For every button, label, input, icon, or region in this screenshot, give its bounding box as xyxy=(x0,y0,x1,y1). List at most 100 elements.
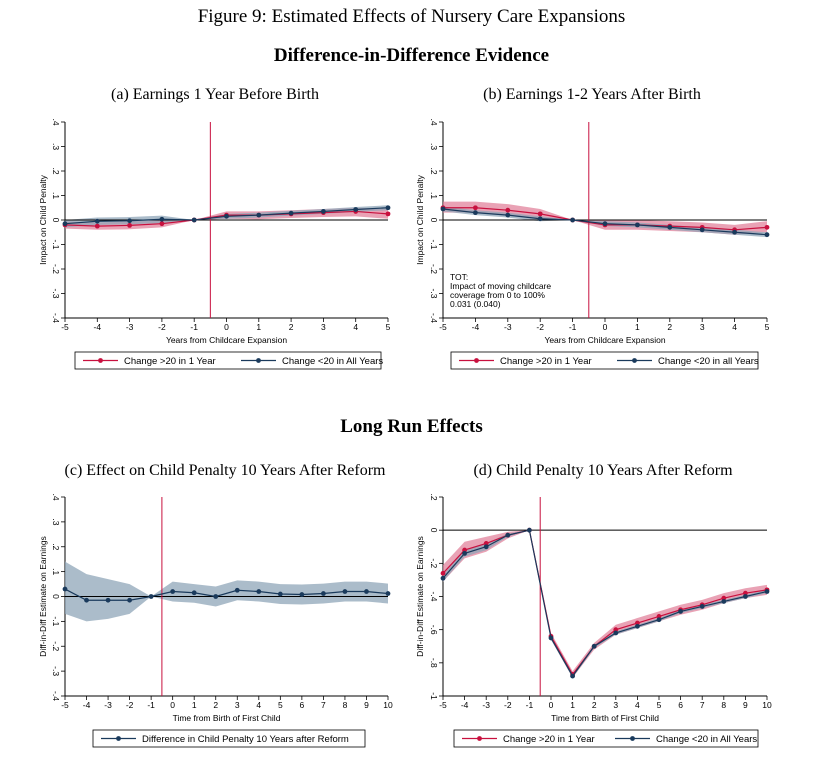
series-line xyxy=(442,529,768,676)
data-point xyxy=(191,590,197,596)
legend-swatch-marker xyxy=(98,358,103,363)
x-tick-label: -4 xyxy=(94,322,102,332)
data-point xyxy=(473,205,478,211)
data-point xyxy=(721,595,727,601)
y-tick-label: -.6 xyxy=(429,625,439,635)
data-point xyxy=(721,599,727,604)
y-tick-label: .2 xyxy=(51,543,61,550)
data-point xyxy=(764,232,770,238)
data-point xyxy=(170,589,176,594)
y-tick-label: 0 xyxy=(51,594,61,599)
legend-entry: Change <20 in All Years xyxy=(282,356,383,367)
x-tick-label: 5 xyxy=(386,322,391,332)
legend-entry: Change <20 in All Years xyxy=(656,734,757,745)
x-tick-label: 4 xyxy=(732,322,737,332)
x-tick-label: -2 xyxy=(504,700,512,710)
legend-box xyxy=(74,351,382,370)
x-tick-label: 6 xyxy=(678,700,683,710)
confidence-band xyxy=(443,530,767,678)
chart-panel-c: (c) Effect on Child Penalty 10 Years Aft… xyxy=(38,462,393,748)
x-tick-label: 10 xyxy=(762,700,772,710)
y-tick-label: .4 xyxy=(429,118,439,125)
y-axis-label: Diff-in-Diff Estimate on Earnings xyxy=(38,536,48,657)
x-axis-label: Years from Childcare Expansion xyxy=(544,335,665,345)
x-tick-label: 5 xyxy=(657,700,662,710)
y-tick-label: -.2 xyxy=(51,264,61,274)
y-tick-label: -1 xyxy=(429,692,439,700)
data-point xyxy=(342,589,348,594)
tot-annotation: Impact of moving childcare xyxy=(450,281,551,291)
data-point xyxy=(62,221,68,227)
data-point xyxy=(764,589,770,594)
x-tick-label: 2 xyxy=(592,700,597,710)
x-tick-label: -3 xyxy=(482,700,490,710)
y-tick-label: -.2 xyxy=(429,558,439,568)
data-point xyxy=(656,617,662,623)
tot-annotation: 0.031 (0.040) xyxy=(450,299,501,309)
data-point xyxy=(537,211,543,217)
data-point xyxy=(678,609,683,614)
legend-entry: Change <20 in all Years xyxy=(658,356,759,367)
x-tick-label: 2 xyxy=(667,322,672,332)
x-tick-label: -5 xyxy=(61,700,69,710)
data-point xyxy=(764,224,770,230)
y-tick-label: .2 xyxy=(429,493,439,500)
y-tick-label: .1 xyxy=(51,568,61,575)
y-tick-label: -.8 xyxy=(429,658,439,668)
y-tick-label: 0 xyxy=(429,218,439,223)
x-tick-label: -2 xyxy=(158,322,166,332)
x-tick-label: 7 xyxy=(700,700,705,710)
x-tick-label: 0 xyxy=(603,322,608,332)
x-tick-label: -3 xyxy=(504,322,512,332)
legend-swatch-marker xyxy=(632,358,637,363)
x-tick-label: -5 xyxy=(439,322,447,332)
x-tick-label: 3 xyxy=(613,700,618,710)
x-tick-label: 0 xyxy=(224,322,229,332)
y-tick-label: .1 xyxy=(429,192,439,199)
data-point xyxy=(635,623,640,629)
data-point xyxy=(635,620,640,626)
legend-box xyxy=(92,729,366,748)
x-tick-label: 1 xyxy=(192,700,197,710)
chart-panel-a: (a) Earnings 1 Year Before Birth .4 .3 .2 .1… xyxy=(38,86,391,370)
legend-box xyxy=(453,729,759,748)
data-point xyxy=(321,209,326,214)
y-tick-label: -.3 xyxy=(429,289,439,299)
data-point xyxy=(613,630,619,636)
x-tick-label: 4 xyxy=(256,700,261,710)
x-tick-label: 1 xyxy=(256,322,261,332)
data-point xyxy=(299,592,305,597)
data-point xyxy=(364,589,369,594)
data-point xyxy=(94,218,100,224)
data-point xyxy=(234,587,240,593)
x-tick-label: 0 xyxy=(170,700,175,710)
x-tick-label: 2 xyxy=(289,322,294,332)
x-tick-label: 10 xyxy=(383,700,393,710)
data-point xyxy=(159,221,165,227)
y-tick-label: -.2 xyxy=(51,641,61,651)
data-point xyxy=(743,590,748,596)
chart-title: (a) Earnings 1 Year Before Birth xyxy=(111,86,319,103)
y-tick-label: -.4 xyxy=(51,313,61,323)
legend-entry: Change >20 in 1 Year xyxy=(500,356,592,367)
y-tick-label: .3 xyxy=(429,143,439,150)
legend-entry: Change >20 in 1 Year xyxy=(503,734,595,745)
legend-swatch-marker xyxy=(477,736,482,741)
data-point xyxy=(94,223,100,229)
legend-entry: Difference in Child Penalty 10 Years aft… xyxy=(142,734,349,745)
x-tick-label: 4 xyxy=(635,700,640,710)
y-tick-label: -.2 xyxy=(429,264,439,274)
x-tick-label: -4 xyxy=(83,700,91,710)
x-tick-label: 6 xyxy=(299,700,304,710)
data-point xyxy=(213,594,219,599)
data-point xyxy=(699,227,705,233)
y-tick-label: .2 xyxy=(51,167,61,174)
data-point xyxy=(440,570,446,576)
chart-panel-d: (d) Child Penalty 10 Years After Reform.… xyxy=(415,462,772,748)
data-point xyxy=(159,216,165,222)
data-point xyxy=(570,217,575,223)
data-point xyxy=(699,604,705,609)
data-point xyxy=(256,589,262,594)
data-point xyxy=(353,207,359,212)
